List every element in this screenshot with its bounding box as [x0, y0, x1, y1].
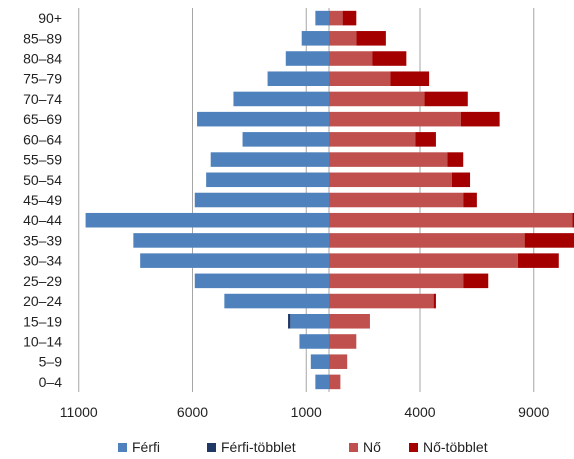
bar-n--8 [329, 172, 452, 188]
bar-n--10 [329, 212, 573, 228]
bar-n--9 [329, 192, 464, 208]
bar-n-t-bblet-6 [415, 132, 436, 147]
y-tick-label: 35–39 [23, 232, 62, 248]
bar-f-rfi-12 [140, 253, 329, 268]
bar-n--12 [329, 253, 518, 268]
y-tick-label: 70–74 [23, 91, 62, 107]
bar-n--17 [329, 354, 348, 369]
bar-f-rfi-0 [315, 10, 329, 26]
bar-f-rfi-7 [210, 152, 329, 167]
y-tick-label: 10–14 [23, 333, 62, 349]
bar-f-rfi-14 [224, 293, 329, 309]
bar-n--2 [329, 51, 373, 66]
bar-n-t-bblet-3 [390, 71, 430, 87]
bar-f-rfi-1 [301, 31, 329, 46]
y-tick-label: 50–54 [23, 172, 62, 188]
y-axis-labels: 90+ 85–89 80–84 75–79 70–74 65–69 60–64 55–59 50… [23, 10, 62, 390]
y-tick-label: 90+ [38, 10, 62, 26]
x-axis-labels: 11000 6000 1000 4000 9000 [60, 404, 550, 420]
bar-f-rfi-11 [133, 233, 329, 248]
x-tick-label: 11000 [60, 404, 98, 420]
bar-n--11 [329, 233, 525, 248]
bar-f-rfi-16 [299, 334, 329, 349]
x-tick-label: 4000 [404, 404, 435, 420]
bar-f-rfi-6 [242, 132, 329, 147]
y-tick-label: 15–19 [23, 313, 62, 329]
legend-label: Nő [363, 439, 381, 455]
y-tick-label: 60–64 [23, 131, 62, 147]
bar-n-t-bblet-12 [517, 253, 559, 268]
legend-label: Férfi-többlet [221, 439, 296, 455]
legend: Férfi Férfi-többlet Nő Nő-többlet [118, 439, 488, 455]
bar-f-rfi-3 [267, 71, 329, 87]
bar-n--3 [329, 71, 391, 87]
bar-f-rfi-4 [233, 91, 329, 107]
legend-label: Férfi [132, 439, 160, 455]
bar-n-t-bblet-11 [524, 233, 574, 248]
bar-n-t-bblet-0 [342, 10, 357, 26]
bar-n-t-bblet-9 [463, 192, 477, 208]
legend-label: Nő-többlet [423, 439, 488, 455]
bar-n--15 [329, 313, 370, 329]
bar-n-t-bblet-2 [372, 51, 407, 66]
bar-n-t-bblet-8 [451, 172, 471, 188]
bar-n-t-bblet-13 [463, 273, 489, 289]
x-tick-label: 1000 [291, 404, 322, 420]
y-tick-label: 40–44 [23, 212, 62, 228]
bar-n-t-bblet-1 [356, 31, 386, 46]
bar-f-rfi-t-bblet-15 [288, 313, 291, 329]
legend-swatch [207, 443, 216, 452]
legend-swatch [409, 443, 418, 452]
bar-n--1 [329, 31, 357, 46]
y-tick-label: 80–84 [23, 51, 62, 67]
y-tick-label: 75–79 [23, 71, 62, 87]
bar-n--7 [329, 152, 448, 167]
bar-f-rfi-17 [310, 354, 329, 369]
bar-n--4 [329, 91, 425, 107]
y-tick-label: 65–69 [23, 111, 62, 127]
bar-f-rfi-15 [290, 313, 329, 329]
bar-f-rfi-10 [85, 212, 329, 228]
bar-n--16 [329, 334, 357, 349]
bars [85, 10, 574, 390]
bar-n--6 [329, 132, 416, 147]
bar-n-t-bblet-7 [447, 152, 464, 167]
y-tick-label: 45–49 [23, 192, 62, 208]
bar-f-rfi-9 [194, 192, 329, 208]
bar-n--14 [329, 293, 434, 309]
bar-n-t-bblet-10 [572, 212, 574, 228]
legend-swatch [118, 443, 127, 452]
x-tick-label: 6000 [177, 404, 208, 420]
bar-f-rfi-18 [315, 374, 329, 390]
bar-f-rfi-2 [285, 51, 329, 66]
bar-f-rfi-13 [194, 273, 329, 289]
bar-n-t-bblet-5 [460, 111, 500, 127]
bar-n-t-bblet-4 [424, 91, 468, 107]
bar-n--5 [329, 111, 461, 127]
x-tick-label: 9000 [518, 404, 549, 420]
y-tick-label: 25–29 [23, 273, 62, 289]
legend-swatch [349, 443, 358, 452]
bar-n--13 [329, 273, 464, 289]
y-tick-label: 55–59 [23, 152, 62, 168]
bar-f-rfi-8 [206, 172, 329, 188]
y-tick-label: 0–4 [39, 374, 63, 390]
y-tick-label: 5–9 [39, 354, 63, 370]
y-tick-label: 85–89 [23, 30, 62, 46]
bar-f-rfi-5 [197, 111, 329, 127]
y-tick-label: 30–34 [23, 253, 62, 269]
y-tick-label: 20–24 [23, 293, 62, 309]
bar-n--0 [329, 10, 343, 26]
bar-n--18 [329, 374, 341, 390]
bar-n-t-bblet-14 [433, 293, 436, 309]
